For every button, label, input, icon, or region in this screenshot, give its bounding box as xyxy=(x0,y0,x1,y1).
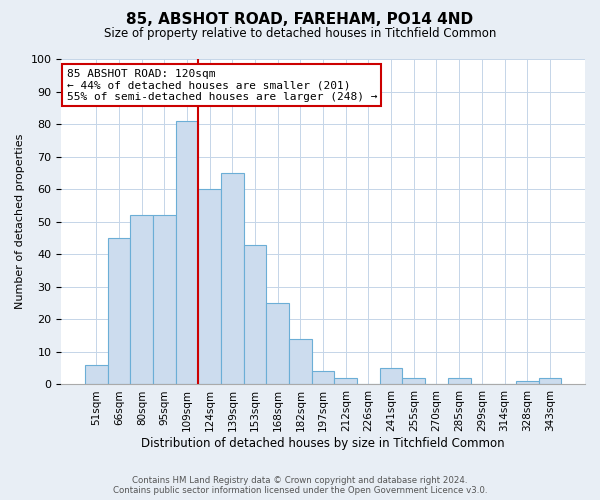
Bar xyxy=(516,381,539,384)
Bar xyxy=(176,121,199,384)
Text: 85, ABSHOT ROAD, FAREHAM, PO14 4ND: 85, ABSHOT ROAD, FAREHAM, PO14 4ND xyxy=(127,12,473,28)
Bar xyxy=(380,368,403,384)
Bar xyxy=(130,215,153,384)
Bar xyxy=(448,378,470,384)
Text: Size of property relative to detached houses in Titchfield Common: Size of property relative to detached ho… xyxy=(104,28,496,40)
Bar xyxy=(108,238,130,384)
Bar xyxy=(266,303,289,384)
Bar xyxy=(199,189,221,384)
Bar xyxy=(289,339,312,384)
Text: Contains HM Land Registry data © Crown copyright and database right 2024.
Contai: Contains HM Land Registry data © Crown c… xyxy=(113,476,487,495)
Text: 85 ABSHOT ROAD: 120sqm
← 44% of detached houses are smaller (201)
55% of semi-de: 85 ABSHOT ROAD: 120sqm ← 44% of detached… xyxy=(67,69,377,102)
Y-axis label: Number of detached properties: Number of detached properties xyxy=(15,134,25,310)
Bar xyxy=(244,244,266,384)
Bar xyxy=(539,378,561,384)
Bar xyxy=(334,378,357,384)
Bar xyxy=(85,365,108,384)
Bar xyxy=(312,372,334,384)
Bar xyxy=(153,215,176,384)
Bar xyxy=(221,173,244,384)
X-axis label: Distribution of detached houses by size in Titchfield Common: Distribution of detached houses by size … xyxy=(142,437,505,450)
Bar xyxy=(403,378,425,384)
